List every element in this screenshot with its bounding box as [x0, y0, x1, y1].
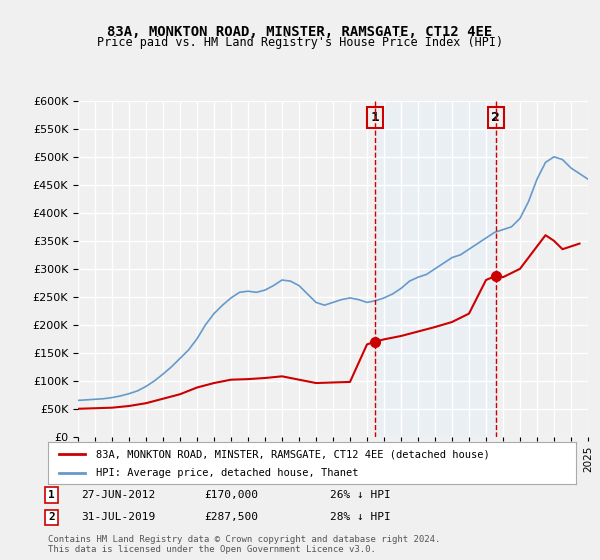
- Text: 2: 2: [48, 512, 55, 522]
- Text: 27-JUN-2012: 27-JUN-2012: [81, 490, 155, 500]
- Text: Price paid vs. HM Land Registry's House Price Index (HPI): Price paid vs. HM Land Registry's House …: [97, 36, 503, 49]
- Bar: [376, 101, 496, 437]
- Text: 28% ↓ HPI: 28% ↓ HPI: [330, 512, 391, 522]
- Text: 1: 1: [48, 490, 55, 500]
- Text: 83A, MONKTON ROAD, MINSTER, RAMSGATE, CT12 4EE (detached house): 83A, MONKTON ROAD, MINSTER, RAMSGATE, CT…: [95, 449, 489, 459]
- Text: 1: 1: [371, 111, 380, 124]
- Text: 31-JUL-2019: 31-JUL-2019: [81, 512, 155, 522]
- Text: 83A, MONKTON ROAD, MINSTER, RAMSGATE, CT12 4EE: 83A, MONKTON ROAD, MINSTER, RAMSGATE, CT…: [107, 25, 493, 39]
- Text: 26% ↓ HPI: 26% ↓ HPI: [330, 490, 391, 500]
- Text: 2: 2: [491, 111, 500, 124]
- Text: £170,000: £170,000: [204, 490, 258, 500]
- Text: Contains HM Land Registry data © Crown copyright and database right 2024.
This d: Contains HM Land Registry data © Crown c…: [48, 535, 440, 554]
- Text: HPI: Average price, detached house, Thanet: HPI: Average price, detached house, Than…: [95, 468, 358, 478]
- Text: £287,500: £287,500: [204, 512, 258, 522]
